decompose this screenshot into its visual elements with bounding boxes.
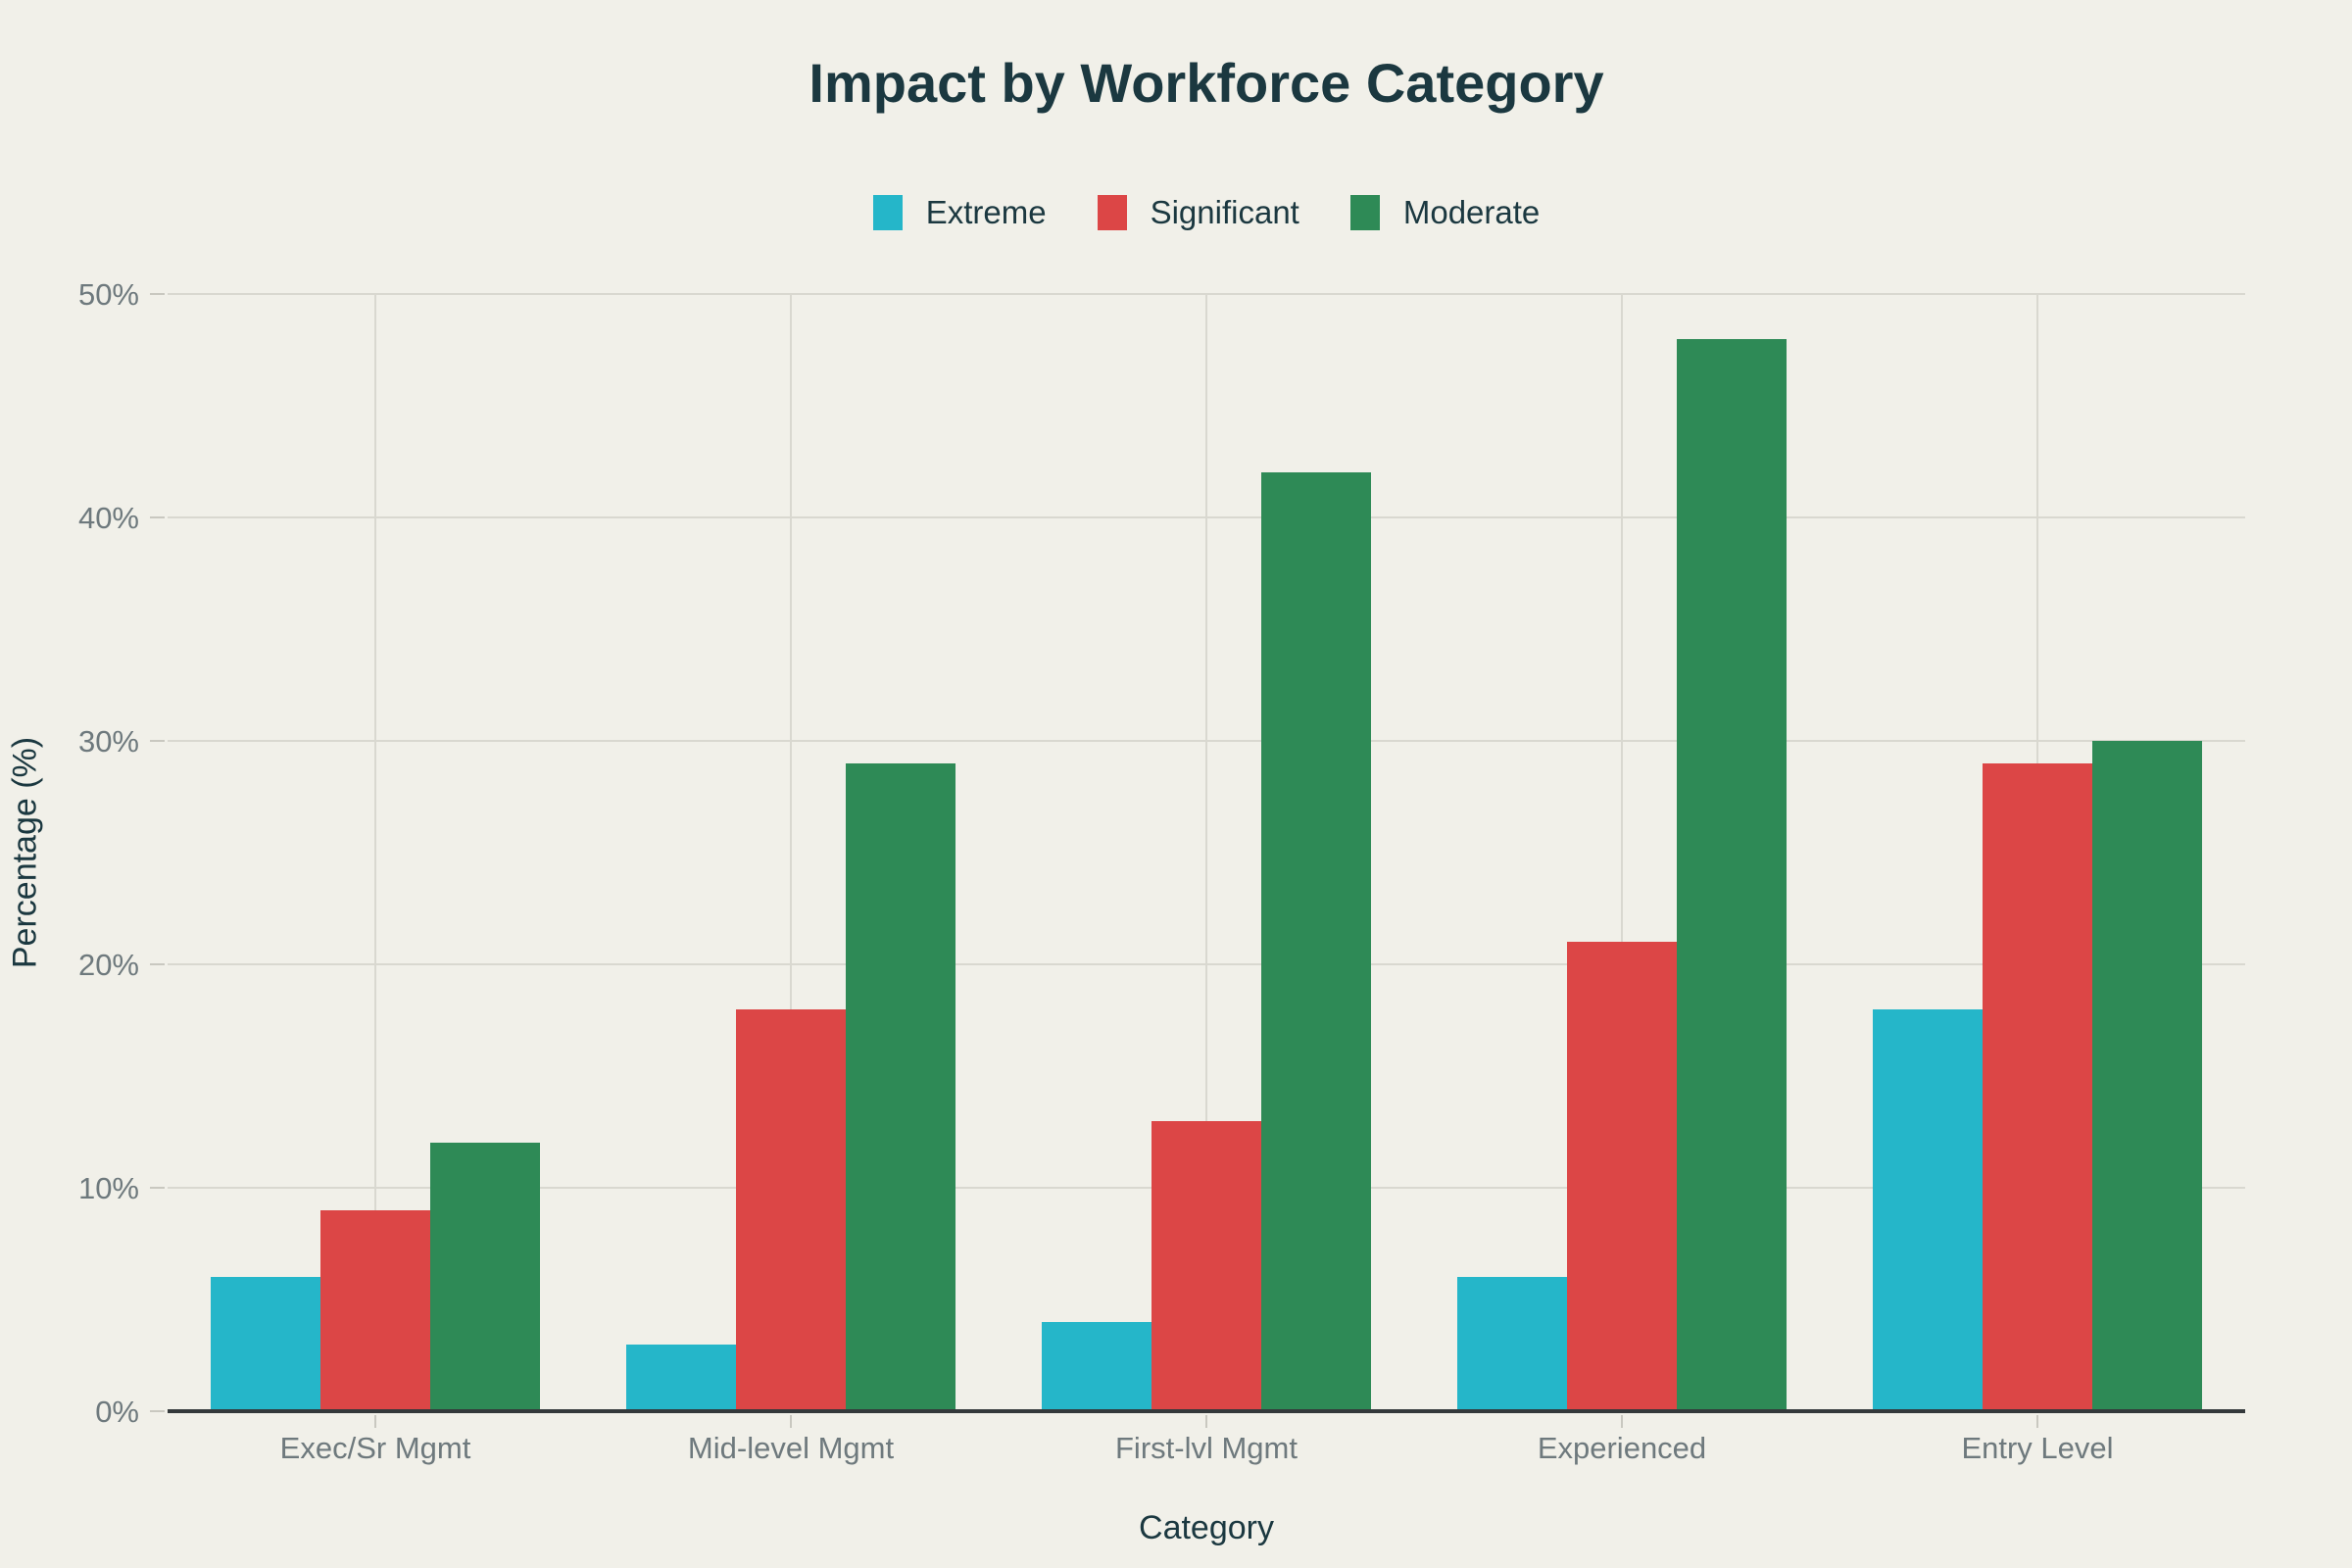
bar-extreme-1 bbox=[211, 1277, 320, 1411]
y-tick-label-30: 30% bbox=[77, 724, 139, 759]
x-tick-mark-1 bbox=[374, 1415, 376, 1428]
bar-moderate-5 bbox=[2092, 741, 2202, 1411]
y-tick-mark-0 bbox=[150, 1410, 165, 1412]
y-tick-mark-10 bbox=[150, 1187, 165, 1189]
gridline-v-1 bbox=[374, 294, 376, 1411]
y-tick-label-50: 50% bbox=[77, 277, 139, 312]
legend-label: Extreme bbox=[925, 194, 1047, 230]
x-tick-mark-2 bbox=[790, 1415, 792, 1428]
plot-area bbox=[168, 293, 2245, 1413]
x-tick-mark-4 bbox=[1621, 1415, 1623, 1428]
gridline-v-3 bbox=[1205, 294, 1207, 1411]
legend-item-significant: Significant bbox=[1097, 194, 1299, 231]
x-tick-label-4: Experienced bbox=[1537, 1431, 1707, 1465]
bar-extreme-3 bbox=[1042, 1321, 1152, 1411]
x-tick-label-3: First-lvl Mgmt bbox=[1115, 1431, 1298, 1465]
bar-significant-2 bbox=[736, 1008, 846, 1411]
y-tick-mark-20 bbox=[150, 963, 165, 965]
x-tick-mark-5 bbox=[2036, 1415, 2038, 1428]
y-tick-mark-40 bbox=[150, 516, 165, 518]
y-tick-mark-30 bbox=[150, 740, 165, 742]
bar-extreme-5 bbox=[1873, 1008, 1983, 1411]
y-axis-title: Percentage (%) bbox=[6, 736, 44, 969]
bar-moderate-2 bbox=[846, 762, 956, 1411]
legend-swatch-moderate bbox=[1349, 195, 1380, 230]
gridline-v-2 bbox=[790, 294, 792, 1411]
chart-legend: Extreme Significant Moderate bbox=[168, 194, 2245, 231]
x-tick-label-5: Entry Level bbox=[1961, 1431, 2114, 1465]
legend-label: Significant bbox=[1150, 194, 1299, 230]
legend-swatch-extreme bbox=[872, 195, 903, 230]
bar-extreme-4 bbox=[1457, 1277, 1567, 1411]
bar-significant-4 bbox=[1567, 942, 1677, 1411]
bar-significant-5 bbox=[1983, 762, 2092, 1411]
x-tick-label-2: Mid-level Mgmt bbox=[687, 1431, 895, 1465]
bar-significant-1 bbox=[320, 1209, 430, 1411]
gridline-v-4 bbox=[1621, 294, 1623, 1411]
legend-label: Moderate bbox=[1402, 194, 1541, 230]
bar-moderate-1 bbox=[430, 1143, 540, 1411]
x-axis-title: Category bbox=[1139, 1509, 1274, 1546]
y-tick-label-20: 20% bbox=[77, 948, 139, 982]
bar-moderate-4 bbox=[1677, 338, 1787, 1411]
x-tick-mark-3 bbox=[1205, 1415, 1207, 1428]
bar-moderate-3 bbox=[1261, 472, 1371, 1411]
legend-swatch-significant bbox=[1097, 195, 1127, 230]
y-tick-label-0: 0% bbox=[95, 1395, 139, 1429]
bar-extreme-2 bbox=[626, 1344, 736, 1411]
bar-significant-3 bbox=[1152, 1120, 1261, 1411]
legend-item-moderate: Moderate bbox=[1349, 194, 1541, 231]
chart-title: Impact by Workforce Category bbox=[808, 52, 1604, 114]
y-tick-mark-50 bbox=[150, 293, 165, 295]
y-tick-label-10: 10% bbox=[77, 1171, 139, 1205]
legend-item-extreme: Extreme bbox=[872, 194, 1047, 231]
x-tick-label-1: Exec/Sr Mgmt bbox=[279, 1431, 471, 1465]
x-axis-line bbox=[168, 1409, 2245, 1413]
y-tick-label-40: 40% bbox=[77, 501, 139, 535]
